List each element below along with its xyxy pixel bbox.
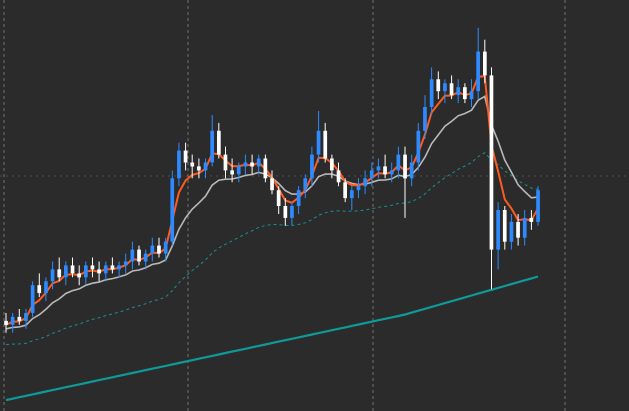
candle-body [509, 221, 514, 242]
candle-body [263, 158, 268, 179]
candle-body [10, 316, 15, 325]
candle-body [316, 130, 321, 155]
candle-body [44, 281, 48, 294]
candle-body [84, 265, 88, 278]
candle-body [217, 130, 221, 155]
candle-body [436, 79, 441, 92]
candle-body [57, 269, 62, 278]
candle-body [396, 154, 401, 171]
candle-body [502, 210, 507, 242]
candle-body [103, 265, 108, 274]
candle-body [476, 51, 480, 92]
candle-body [323, 130, 328, 159]
candle-body [117, 265, 121, 270]
candle-body [123, 261, 128, 266]
candle-body [409, 162, 414, 179]
candle-body [170, 178, 175, 242]
candle-body [50, 269, 55, 282]
candle-body [236, 166, 241, 175]
candle-body [70, 265, 75, 274]
candle-body [536, 190, 540, 222]
candle-body [150, 245, 155, 254]
candle-body [37, 285, 42, 294]
candle-body [290, 206, 294, 218]
candle-body [64, 265, 68, 278]
moving-averages [5, 75, 539, 402]
candle-body [456, 87, 461, 96]
candle-body [336, 170, 341, 183]
candle-body [30, 285, 35, 313]
fast-ma-line [5, 75, 539, 326]
candle-body [529, 217, 534, 222]
candle-body [183, 150, 188, 163]
candle-body [197, 166, 201, 171]
candle-body [403, 154, 407, 179]
mid-ma-line [5, 95, 539, 330]
candle-body [276, 190, 281, 206]
candle-body [4, 320, 8, 325]
candle-body [77, 273, 81, 278]
candle-body [90, 265, 95, 270]
candle-body [363, 178, 367, 187]
candle-body [330, 158, 334, 171]
candle-body [283, 206, 288, 218]
candle-body [24, 313, 28, 321]
candle-body [17, 316, 22, 321]
candle-body [143, 253, 148, 262]
candle-body [443, 83, 447, 92]
candle-body [250, 162, 254, 167]
candle-body [423, 107, 427, 131]
candle-body [516, 221, 520, 238]
candle-body [310, 154, 314, 179]
candle-body [230, 170, 234, 175]
candle-body [496, 210, 500, 250]
candle-body [243, 162, 248, 167]
candle-body [369, 170, 374, 179]
candle-body [356, 186, 361, 191]
candle-body [203, 162, 208, 171]
candle-body [350, 190, 354, 199]
candle-body [190, 162, 195, 167]
candle-body [376, 166, 381, 171]
candle-body [483, 51, 487, 76]
candle-body [137, 249, 141, 262]
candle-body [522, 217, 527, 238]
candle-body [97, 269, 101, 274]
candle-body [449, 83, 454, 96]
candle-body [303, 178, 308, 191]
candle-body [389, 170, 394, 175]
candle-body [463, 87, 467, 100]
candle-body [110, 265, 115, 270]
candles [4, 27, 540, 333]
candle-body [343, 182, 347, 199]
candle-body [489, 75, 494, 250]
candle-body [157, 245, 161, 254]
dotted-ma-line [5, 151, 539, 346]
candle-body [210, 130, 214, 163]
candle-body [429, 79, 434, 107]
candle-body [469, 91, 474, 100]
candle-body [256, 158, 261, 167]
candle-body [163, 241, 168, 254]
candle-body [223, 154, 228, 171]
candle-body [130, 249, 135, 262]
candle-body [296, 190, 301, 206]
slow-ma-line [5, 275, 539, 402]
candle-body [177, 150, 181, 179]
candle-body [416, 130, 421, 163]
candle-body [270, 178, 274, 191]
candle-body [383, 166, 387, 175]
